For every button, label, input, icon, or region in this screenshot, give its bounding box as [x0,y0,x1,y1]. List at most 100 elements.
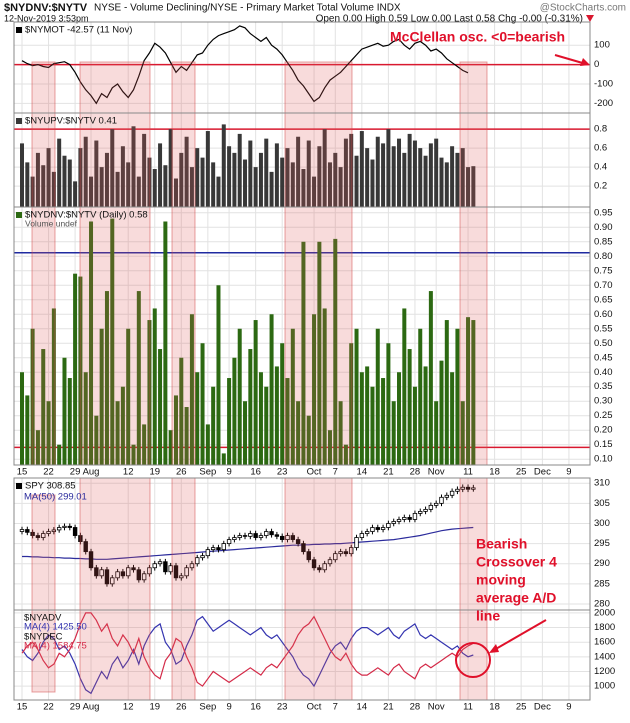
bar [327,162,332,207]
bar [471,320,476,465]
x-tick-label: 7 [333,702,338,713]
bar [120,146,125,207]
candle-body [157,561,163,565]
bar [455,152,460,207]
bar [89,176,94,207]
x-tick-label: 19 [149,702,160,713]
x-tick-label: Sep [199,467,216,478]
bar [349,133,354,207]
candle-body [94,567,99,577]
bar [131,444,136,465]
panel-title: SPY 308.85 [25,481,76,492]
bar [338,401,343,465]
bar [274,366,279,465]
candle-body [226,539,232,544]
x-tick-label: 28 [410,702,421,713]
candle-body [317,567,322,571]
candle-body [439,496,444,504]
candle-body [210,547,216,551]
x-tick-label: 15 [17,702,28,713]
annotation: Bearish [476,536,527,552]
bar [460,401,465,465]
bar [142,133,147,207]
bar [343,138,348,207]
x-tick-label: Sep [199,702,216,713]
bar [450,372,455,465]
bar [131,126,136,207]
bar [67,378,72,465]
bar [423,366,428,465]
bar [258,372,263,465]
annotation: line [476,608,500,624]
y-tick-label: 0.85 [594,236,613,247]
bar [391,146,396,207]
bar [439,157,444,207]
annotation: McClellan osc. <0=bearish [390,29,565,45]
y-tick-label: 280 [594,598,610,609]
bar [296,136,301,207]
bar [200,157,205,207]
candle-body [465,486,471,490]
bar [136,291,141,465]
shade [284,477,353,701]
series-line [21,612,474,687]
bar [285,148,290,207]
annotation: average A/D [476,590,556,606]
bar [375,328,380,465]
candle-body [200,555,205,559]
candle-body [195,557,200,565]
x-tick-label: Dec [534,702,551,713]
bar [381,378,386,465]
bar [434,401,439,465]
candle-body [449,490,455,496]
bar [115,401,120,465]
bar [444,320,449,465]
bar [221,453,226,465]
x-tick-label: 28 [410,467,421,478]
title-marker [16,212,22,218]
series-line [21,615,474,695]
bar [466,317,471,465]
shade [31,494,56,693]
bar [211,162,216,207]
watermark: @StockCharts.com [540,3,626,14]
bar [312,176,317,207]
bar [365,366,370,465]
y-tick-label: 0.25 [594,410,613,421]
x-tick-label: 29 [70,702,81,713]
candle-body [433,502,439,506]
bar [142,424,147,465]
bar [466,167,471,207]
bar [248,349,253,465]
candle-body [396,519,402,522]
candle-body [423,508,428,512]
y-tick-label: 1800 [594,622,615,633]
x-tick-label: 9 [226,467,231,478]
y-tick-label: 100 [594,40,610,51]
bar [237,328,242,465]
bar [57,138,62,207]
x-tick-label: 9 [226,702,231,713]
bar [269,314,274,465]
annotation: Crossover 4 [476,554,557,570]
annotation: moving [476,572,526,588]
bar [205,131,210,207]
bar [322,308,327,465]
y-tick-label: 0.40 [594,367,613,378]
datetime: 12-Nov-2019 3:53pm [4,13,89,23]
bar [375,136,380,207]
y-tick-label: 0.30 [594,396,613,407]
bar [35,152,40,207]
bar [264,138,269,207]
legend-label: MA(4) 1425.50 [24,622,87,633]
candle-body [173,565,179,579]
y-tick-label: 0.60 [594,309,613,320]
x-tick-label: 12 [123,467,134,478]
bar [147,320,152,465]
bar [354,328,359,465]
candle-body [83,541,88,553]
y-tick-label: 0.95 [594,207,613,218]
y-tick-label: 0.2 [594,181,607,192]
x-tick-label: 21 [383,702,394,713]
